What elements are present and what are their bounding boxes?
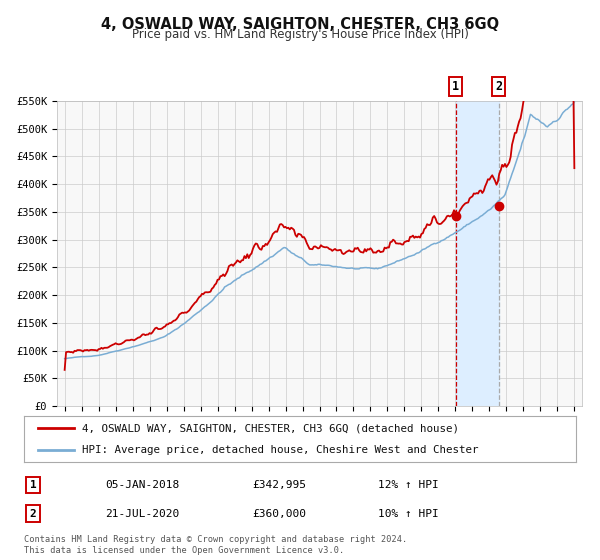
Text: 4, OSWALD WAY, SAIGHTON, CHESTER, CH3 6GQ (detached house): 4, OSWALD WAY, SAIGHTON, CHESTER, CH3 6G… xyxy=(82,423,459,433)
Text: 21-JUL-2020: 21-JUL-2020 xyxy=(105,508,179,519)
Text: 05-JAN-2018: 05-JAN-2018 xyxy=(105,480,179,490)
Text: Price paid vs. HM Land Registry's House Price Index (HPI): Price paid vs. HM Land Registry's House … xyxy=(131,28,469,41)
Text: 10% ↑ HPI: 10% ↑ HPI xyxy=(378,508,439,519)
Bar xyxy=(455,101,499,406)
Text: HPI: Average price, detached house, Cheshire West and Chester: HPI: Average price, detached house, Ches… xyxy=(82,445,478,455)
Text: 2: 2 xyxy=(29,508,37,519)
Text: 4, OSWALD WAY, SAIGHTON, CHESTER, CH3 6GQ: 4, OSWALD WAY, SAIGHTON, CHESTER, CH3 6G… xyxy=(101,17,499,32)
Text: Contains HM Land Registry data © Crown copyright and database right 2024.: Contains HM Land Registry data © Crown c… xyxy=(24,535,407,544)
Text: 12% ↑ HPI: 12% ↑ HPI xyxy=(378,480,439,490)
Text: £360,000: £360,000 xyxy=(252,508,306,519)
Text: £342,995: £342,995 xyxy=(252,480,306,490)
Text: This data is licensed under the Open Government Licence v3.0.: This data is licensed under the Open Gov… xyxy=(24,546,344,555)
Text: 1: 1 xyxy=(452,80,459,93)
Text: 1: 1 xyxy=(29,480,37,490)
Text: 2: 2 xyxy=(495,80,502,93)
